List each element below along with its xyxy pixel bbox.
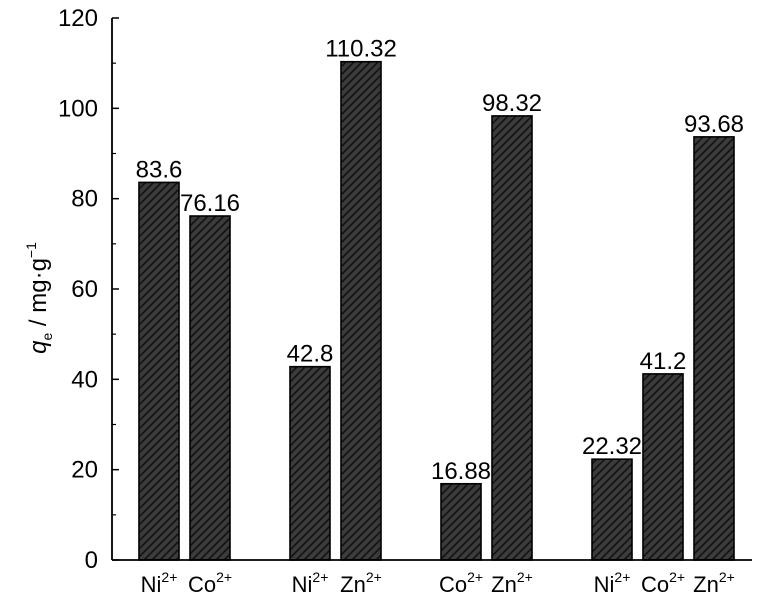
category-label: Zn2+ (340, 569, 382, 597)
category-label: Ni2+ (141, 569, 178, 597)
category-label: Zn2+ (491, 569, 533, 597)
category-label: Zn2+ (693, 569, 735, 597)
bar-zn-group-4 (693, 136, 735, 561)
y-tick-label: 0 (85, 547, 98, 574)
data-label: 22.32 (582, 433, 642, 460)
bar-ni-group-2 (289, 365, 331, 561)
axes-layer: 0 20 40 60 80 100 120 (58, 5, 752, 574)
category-label: Co2+ (641, 569, 685, 597)
category-label: Ni2+ (292, 569, 329, 597)
category-label: Ni2+ (594, 569, 631, 597)
bar-co-group-1 (189, 215, 231, 561)
bars-layer (138, 60, 735, 561)
data-label: 42.8 (287, 341, 334, 368)
y-axis-label: qe / mg·g−1 (23, 242, 55, 354)
data-label: 16.88 (431, 458, 491, 485)
bar-co-group-3 (440, 482, 482, 561)
data-label: 76.16 (180, 190, 240, 217)
y-axis-label-rest: / mg·g (25, 258, 52, 333)
y-axis-label-sub: e (39, 333, 55, 341)
category-label: Co2+ (439, 569, 483, 597)
data-label: 41.2 (640, 348, 687, 375)
bar-ni-group-4 (591, 458, 633, 561)
data-label: 110.32 (325, 36, 397, 63)
bar-co-group-4 (642, 373, 684, 561)
data-label: 98.32 (482, 90, 542, 117)
bar-ni-group-1 (138, 181, 180, 561)
y-tick-label: 80 (71, 186, 98, 213)
y-tick-label: 120 (58, 5, 98, 32)
bar-zn-group-2 (340, 60, 382, 561)
y-tick-label: 20 (71, 457, 98, 484)
labels-layer: 83.6 Ni2+ 76.16 Co2+ 42.8 Ni2+ 110.32 Zn2+ 16.88… (136, 36, 744, 597)
data-label: 83.6 (136, 156, 183, 183)
y-tick-label: 100 (58, 95, 98, 122)
bar-zn-group-3 (491, 115, 533, 561)
y-axis-label-main: q (25, 340, 52, 354)
data-label: 93.68 (684, 111, 744, 138)
y-tick-label: 40 (71, 366, 98, 393)
y-tick-label: 60 (71, 276, 98, 303)
y-axis-label-sup: −1 (23, 242, 39, 258)
category-label: Co2+ (188, 569, 232, 597)
